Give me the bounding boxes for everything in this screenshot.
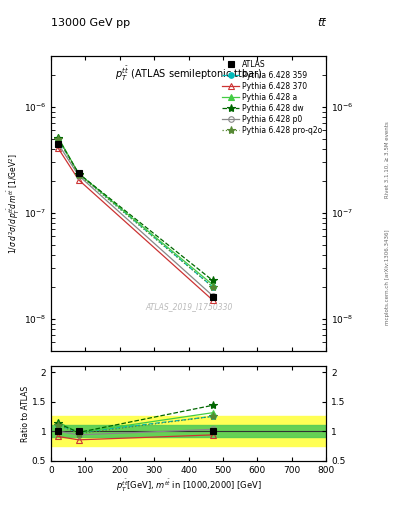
Text: $p_T^{t\bar{t}}$ (ATLAS semileptonic ttbar): $p_T^{t\bar{t}}$ (ATLAS semileptonic ttb…	[115, 65, 262, 83]
Text: 13000 GeV pp: 13000 GeV pp	[51, 18, 130, 28]
Bar	[51, 425, 326, 437]
Text: mcplots.cern.ch [arXiv:1306.3436]: mcplots.cern.ch [arXiv:1306.3436]	[385, 229, 389, 325]
Y-axis label: Ratio to ATLAS: Ratio to ATLAS	[22, 386, 31, 441]
X-axis label: $p_T^{t\bar{t}}$[GeV], $m^{t\bar{t}}$ in [1000,2000] [GeV]: $p_T^{t\bar{t}}$[GeV], $m^{t\bar{t}}$ in…	[116, 477, 262, 494]
Bar	[51, 416, 326, 446]
Text: Rivet 3.1.10, ≥ 3.5M events: Rivet 3.1.10, ≥ 3.5M events	[385, 121, 389, 198]
Y-axis label: $1/\sigma\,d^2\sigma/d\,p_T^{t\bar{t}}d\,m^{t\bar{t}}$ [1/GeV$^2$]: $1/\sigma\,d^2\sigma/d\,p_T^{t\bar{t}}d\…	[6, 153, 22, 254]
Text: ATLAS_2019_I1750330: ATLAS_2019_I1750330	[145, 302, 232, 311]
Text: tt̅: tt̅	[318, 18, 326, 28]
Legend: ATLAS, Pythia 6.428 359, Pythia 6.428 370, Pythia 6.428 a, Pythia 6.428 dw, Pyth: ATLAS, Pythia 6.428 359, Pythia 6.428 37…	[221, 58, 324, 136]
